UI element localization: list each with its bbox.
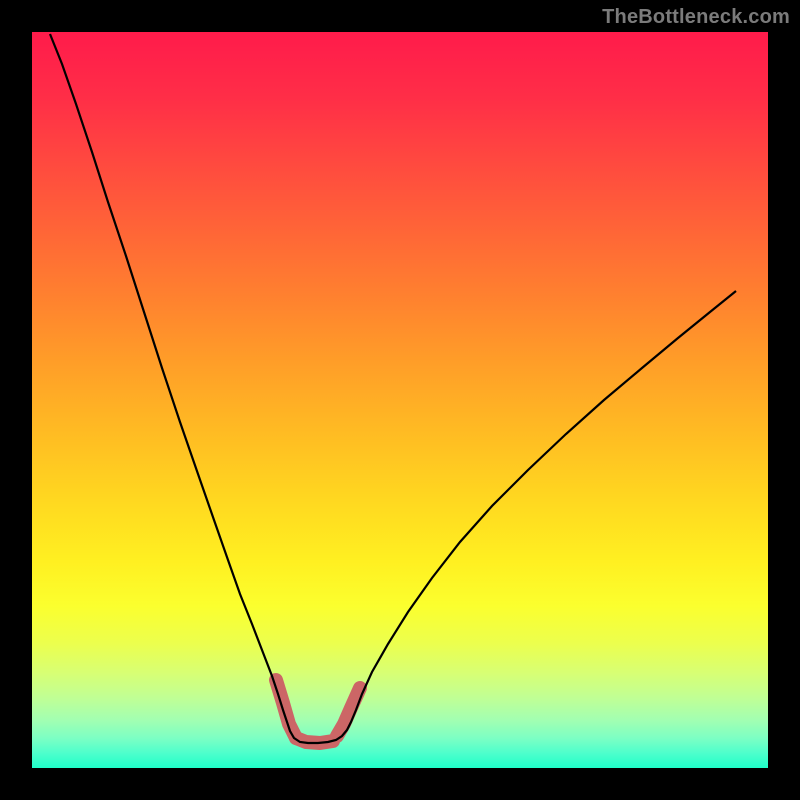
trough-highlight: [276, 680, 360, 743]
bottleneck-curve: [50, 34, 736, 743]
watermark-text: TheBottleneck.com: [602, 6, 790, 29]
chart-frame: TheBottleneck.com: [0, 0, 800, 800]
plot-area: [32, 32, 768, 768]
curve-layer: [0, 0, 800, 800]
